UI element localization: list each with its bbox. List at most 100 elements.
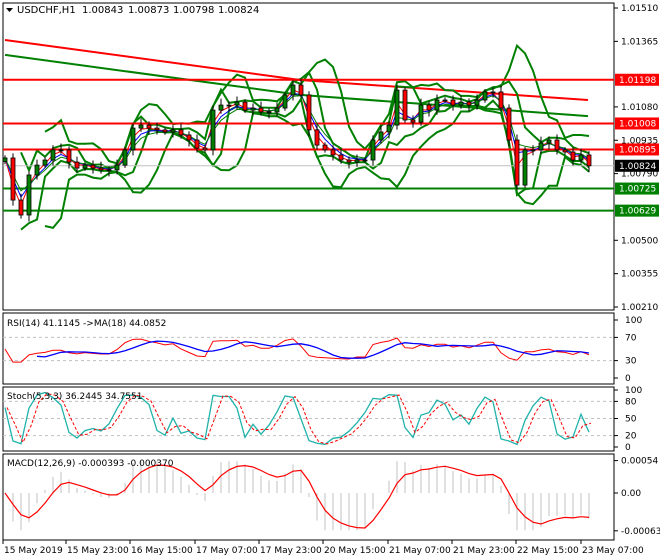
low-value: 1.00798: [173, 5, 214, 16]
candle-body: [370, 139, 376, 161]
candle-body: [586, 154, 592, 167]
candle-body: [178, 129, 184, 136]
price-tick-label: 1.00790: [621, 170, 658, 180]
candle-body: [194, 139, 200, 149]
candle-body: [130, 127, 136, 151]
candle-body: [562, 149, 568, 153]
time-axis: 15 May 2019 15 May 23:00 16 May 15:00 17 Ma…: [2, 540, 644, 556]
candle-body: [442, 99, 448, 102]
candle-body: [434, 99, 440, 111]
level-price-label-bg: [615, 143, 659, 156]
candle-body: [338, 154, 344, 161]
level-price-label-bg: [615, 117, 659, 130]
candle-body: [578, 154, 584, 161]
level-price-label-bg: [615, 182, 659, 195]
fast-ma-green-line: [4, 95, 590, 192]
candle-body: [394, 89, 400, 126]
candle-body: [42, 159, 48, 166]
candle-body: [10, 157, 16, 201]
candle-body: [362, 159, 368, 162]
price-tick-label: 1.00355: [621, 270, 658, 280]
candle-body: [530, 149, 536, 152]
candle-body: [378, 131, 384, 141]
candle-body: [466, 101, 472, 106]
price-tick-label: 1.00935: [621, 136, 658, 146]
stoch-tick-label: 80: [625, 397, 637, 407]
price-tick-label: 1.00210: [621, 303, 658, 313]
candle-body: [58, 149, 64, 152]
candle-body: [322, 144, 328, 151]
candle-body: [250, 107, 256, 111]
triangle-down-icon[interactable]: [6, 8, 13, 12]
level-price-label: 1.00895: [619, 145, 656, 155]
time-tick-label: 17 May 23:00: [260, 546, 322, 556]
candle-body: [498, 91, 504, 109]
rsi-tick-label: 70: [625, 333, 637, 343]
candle-body: [202, 147, 208, 151]
candle-body: [162, 129, 168, 133]
close-value: 1.00824: [218, 5, 259, 16]
level-price-label-bg: [615, 73, 659, 86]
time-tick-label: 15 May 23:00: [67, 546, 129, 556]
candle-body: [410, 119, 416, 123]
candle-body: [538, 142, 544, 151]
stoch-tick-label: 50: [625, 415, 637, 425]
candle-body: [482, 91, 488, 101]
candle-body: [506, 107, 512, 141]
rsi-ma-line: [36, 340, 590, 359]
candle-body: [106, 169, 112, 172]
candle-body: [554, 139, 560, 151]
rsi-panel[interactable]: RSI(14) 41.1145 ->MA(18) 44.0852 100 70 30 0: [2, 312, 642, 385]
candle-body: [186, 134, 192, 141]
price-tick-label: 1.00500: [621, 236, 658, 246]
candle-body: [234, 101, 240, 106]
symbol-label: USDCHF,H1: [17, 5, 76, 16]
candle-body: [314, 129, 320, 146]
time-tick-label: 21 May 07:00: [389, 546, 451, 556]
candle-body: [170, 129, 176, 133]
candle-body: [66, 149, 72, 163]
macd-tick-label: -0.00063: [621, 527, 660, 537]
time-tick-label: 15 May 2019: [4, 546, 63, 556]
candle-body: [298, 84, 304, 96]
candle-body: [210, 109, 216, 151]
time-tick-label: 22 May 15:00: [517, 546, 579, 556]
candle-body: [26, 174, 32, 216]
candle-body: [458, 101, 464, 106]
bollinger-band-narrow-lower: [20, 96, 590, 231]
macd-panel[interactable]: MACD(12,26,9) -0.000393 -0.000370 0.00054…: [2, 453, 660, 541]
candle-body: [418, 104, 424, 123]
candle-body: [426, 104, 432, 111]
macd-label: MACD(12,26,9) -0.000393 -0.000370: [7, 459, 174, 469]
macd-signal-line: [4, 464, 590, 529]
rsi-tick-label: 100: [625, 316, 642, 326]
current-price-label: 1.00824: [619, 162, 656, 172]
candle-body: [98, 167, 104, 171]
price-tick-label: 1.01365: [621, 37, 658, 47]
candle-body: [522, 149, 528, 186]
panel-frame: [2, 2, 615, 311]
time-tick-label: 21 May 23:00: [453, 546, 515, 556]
time-tick-label: 16 May 15:00: [131, 546, 193, 556]
candle-body: [90, 164, 96, 169]
candle-body: [18, 199, 24, 216]
price-tick-label: 1.01080: [621, 103, 658, 113]
level-price-label: 1.00725: [619, 185, 656, 195]
candle-body: [146, 124, 152, 129]
candle-body: [74, 161, 80, 169]
level-price-label: 1.00629: [619, 207, 656, 217]
candle-body: [138, 124, 144, 129]
candle-body: [290, 84, 296, 96]
candle-body: [450, 99, 456, 106]
candle-body: [490, 91, 496, 94]
time-tick-label: 20 May 15:00: [324, 546, 386, 556]
candle-body: [474, 99, 480, 106]
price-panel[interactable]: 1.01510 1.01365 1.01080 1.00935 1.00790 1.005…: [2, 2, 659, 313]
candle-body: [50, 149, 56, 161]
candle-body: [258, 107, 264, 113]
rsi-tick-label: 0: [625, 374, 631, 384]
stoch-tick-label: 0: [625, 443, 631, 453]
macd-tick-label: 0.00054: [621, 457, 658, 467]
